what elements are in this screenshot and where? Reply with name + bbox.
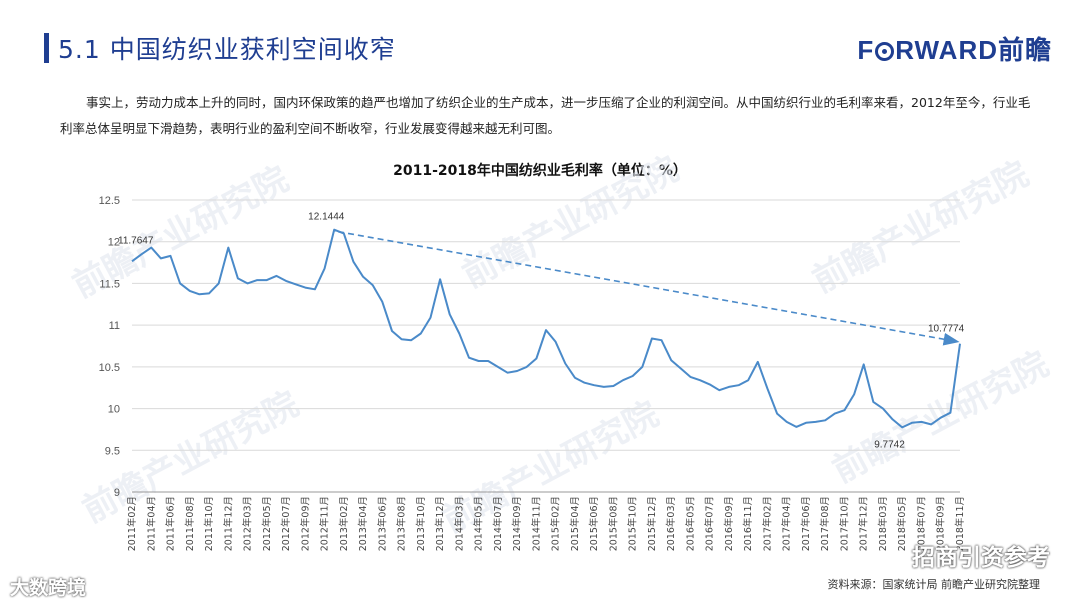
x-tick-label: 2011年08月 (184, 496, 196, 551)
x-tick-label: 2014年03月 (453, 496, 465, 551)
x-tick-label: 2012年03月 (242, 496, 254, 551)
x-tick-label: 2012年05月 (261, 496, 273, 551)
x-tick-label: 2014年09月 (511, 496, 523, 551)
x-tick-label: 2016年05月 (684, 496, 696, 551)
x-tick-label: 2018年03月 (877, 496, 889, 551)
x-tick-label: 2011年06月 (165, 496, 177, 551)
x-tick-label: 2013年08月 (396, 496, 408, 551)
y-tick-label: 10 (108, 404, 120, 416)
x-tick-label: 2015年04月 (569, 496, 581, 551)
x-tick-label: 2015年10月 (627, 496, 639, 551)
x-tick-label: 2013年04月 (357, 496, 369, 551)
x-tick-label: 2014年05月 (473, 496, 485, 551)
x-tick-label: 2017年12月 (858, 496, 870, 551)
x-tick-label: 2012年09月 (299, 496, 311, 551)
data-label: 9.7742 (874, 439, 905, 450)
x-tick-label: 2013年12月 (434, 496, 446, 551)
x-tick-label: 2015年08月 (607, 496, 619, 551)
y-tick-label: 10.5 (99, 362, 120, 374)
x-tick-label: 2017年08月 (819, 496, 831, 551)
data-label: 12.1444 (308, 212, 345, 223)
x-tick-label: 2018年09月 (935, 496, 947, 551)
x-tick-label: 2011年10月 (203, 496, 215, 551)
x-tick-label: 2015年12月 (646, 496, 658, 551)
chart-title: 2011-2018年中国纺织业毛利率（单位：%） (393, 163, 687, 179)
x-tick-label: 2017年04月 (781, 496, 793, 551)
x-tick-label: 2018年11月 (954, 496, 966, 551)
x-tick-label: 2016年09月 (723, 496, 735, 551)
trend-arrow (338, 230, 960, 346)
x-tick-label: 2013年06月 (376, 496, 388, 551)
x-tick-label: 2017年10月 (838, 496, 850, 551)
source-note: 资料来源：国家统计局 前瞻产业研究院整理 (827, 578, 1041, 591)
x-tick-label: 2017年06月 (800, 496, 812, 551)
x-tick-label: 2013年10月 (415, 496, 427, 551)
corner-watermark: 大数跨境 (10, 577, 87, 599)
x-tick-label: 2012年07月 (280, 496, 292, 551)
page-title: 5.1 中国纺织业获利空间收窄 (58, 35, 396, 64)
logo-prefix: F (857, 35, 875, 65)
forward-logo: F RWARD前瞻 (857, 30, 1052, 67)
x-tick-label: 2011年12月 (222, 496, 234, 551)
x-tick-label: 2016年11月 (742, 496, 754, 551)
x-tick-label: 2011年02月 (126, 496, 138, 551)
logo-suffix: RWARD前瞻 (895, 35, 1052, 65)
logo-o-icon (875, 42, 895, 61)
title-accent-bar (44, 33, 49, 63)
data-label: 10.7774 (928, 324, 965, 335)
y-tick-label: 12 (108, 237, 120, 249)
data-label: 11.7647 (118, 235, 154, 246)
series-line (131, 228, 961, 429)
wechat-watermark: 招商引资参考 (912, 545, 1050, 571)
x-tick-label: 2015年06月 (588, 496, 600, 551)
x-tick-label: 2012年11月 (319, 496, 331, 551)
y-tick-label: 9 (114, 487, 120, 499)
y-tick-label: 12.5 (99, 195, 120, 207)
y-tick-label: 9.5 (105, 445, 120, 457)
x-tick-label: 2016年03月 (665, 496, 677, 551)
x-tick-label: 2011年04月 (145, 496, 157, 551)
intro-paragraph: 事实上，劳动力成本上升的同时，国内环保政策的趋严也增加了纺织企业的生产成本，进一… (60, 95, 1031, 136)
line-chart: 9 9.5 10 10.5 11 11.5 12 12.5 2011年02月 2011年04月 20… (99, 195, 966, 551)
y-tick-label: 11 (109, 320, 120, 332)
x-tick-label: 2016年07月 (704, 496, 716, 551)
x-tick-label: 2013年02月 (338, 496, 350, 551)
x-tick-label: 2014年11月 (530, 496, 542, 551)
x-tick-label: 2014年07月 (492, 496, 504, 551)
x-tick-label: 2017年02月 (761, 496, 773, 551)
x-tick-label: 2018年05月 (896, 496, 908, 551)
y-tick-label: 11.5 (99, 278, 120, 290)
x-tick-label: 2018年07月 (915, 496, 927, 551)
x-tick-label: 2015年02月 (550, 496, 562, 551)
